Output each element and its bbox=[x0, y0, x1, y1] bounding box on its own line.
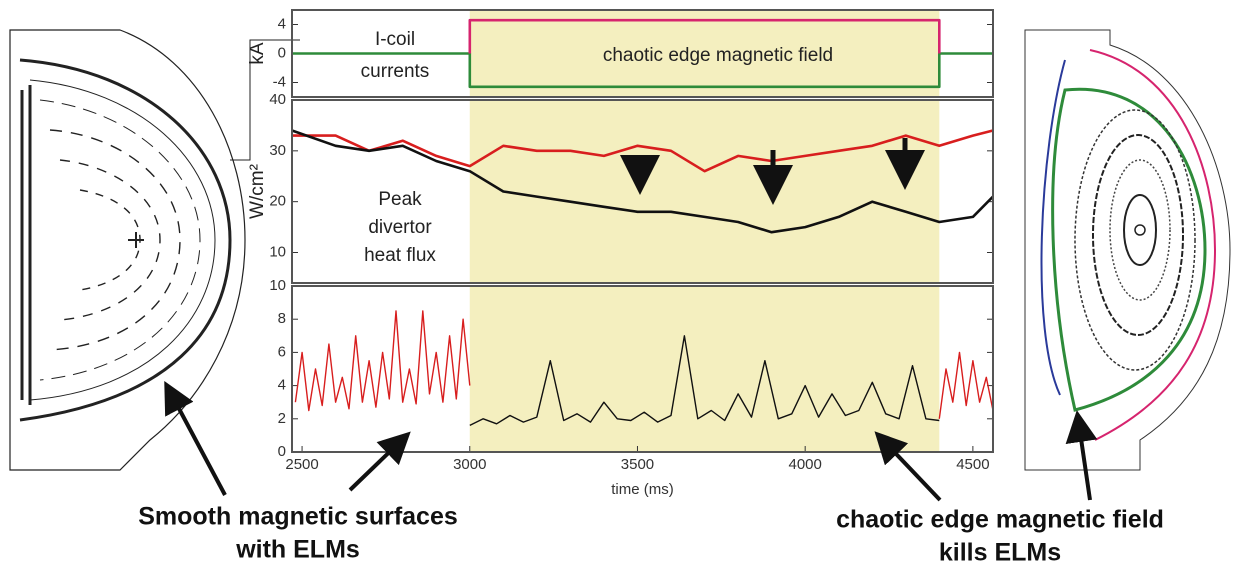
data-line bbox=[468, 18, 941, 54]
reduction-arrows bbox=[620, 138, 925, 205]
data-line bbox=[291, 129, 994, 234]
plot-frame bbox=[291, 9, 994, 98]
y-tick-label: 4 bbox=[278, 15, 286, 32]
data-line bbox=[292, 129, 994, 173]
plot-frame bbox=[291, 99, 994, 284]
y-tick-label: 6 bbox=[278, 343, 286, 360]
y-tick-label: 0 bbox=[278, 443, 286, 460]
annotation: currents bbox=[361, 61, 430, 82]
caption-arrows bbox=[164, 380, 1098, 502]
data-line bbox=[292, 52, 993, 89]
x-tick-label: 3500 bbox=[621, 456, 654, 473]
x-tick-label: 2500 bbox=[285, 456, 318, 473]
shaded-region bbox=[469, 100, 940, 283]
data-line bbox=[294, 310, 471, 412]
x-axis-label: time (ms) bbox=[611, 481, 674, 498]
caption: chaotic edge magnetic field bbox=[836, 506, 1164, 534]
annotation: heat flux bbox=[364, 245, 436, 266]
caption: kills ELMs bbox=[939, 539, 1061, 567]
smooth-surfaces-diagram bbox=[9, 29, 300, 471]
shaded-region bbox=[469, 10, 940, 97]
annotation: divertor bbox=[368, 217, 432, 238]
plot-frame bbox=[291, 285, 994, 453]
x-tick-label: 4500 bbox=[956, 456, 989, 473]
y-tick-label: 30 bbox=[269, 142, 286, 159]
y-axis-label: W/cm² bbox=[247, 164, 268, 219]
annotation: I-coil bbox=[375, 29, 415, 50]
y-tick-label: 10 bbox=[269, 277, 286, 294]
y-tick-label: 10 bbox=[269, 243, 286, 260]
y-axis-label: kA bbox=[247, 42, 268, 65]
y-tick-label: 20 bbox=[269, 193, 286, 210]
data-line bbox=[938, 351, 994, 419]
data-line bbox=[469, 335, 940, 427]
annotation: chaotic edge magnetic field bbox=[603, 45, 833, 66]
y-tick-label: 40 bbox=[269, 91, 286, 108]
y-tick-label: 4 bbox=[278, 377, 286, 394]
y-tick-label: 0 bbox=[278, 44, 286, 61]
y-tick-label: 2 bbox=[278, 410, 286, 427]
x-tick-label: 3000 bbox=[453, 456, 486, 473]
shaded-region bbox=[469, 286, 940, 452]
caption: Smooth magnetic surfaces bbox=[138, 503, 458, 531]
x-tick-label: 4000 bbox=[788, 456, 821, 473]
y-tick-label: 8 bbox=[278, 310, 286, 327]
caption: with ELMs bbox=[235, 536, 360, 564]
y-tick-label: -4 bbox=[273, 73, 286, 90]
chaotic-field-diagram bbox=[1024, 29, 1231, 471]
annotation: Peak bbox=[378, 189, 422, 210]
